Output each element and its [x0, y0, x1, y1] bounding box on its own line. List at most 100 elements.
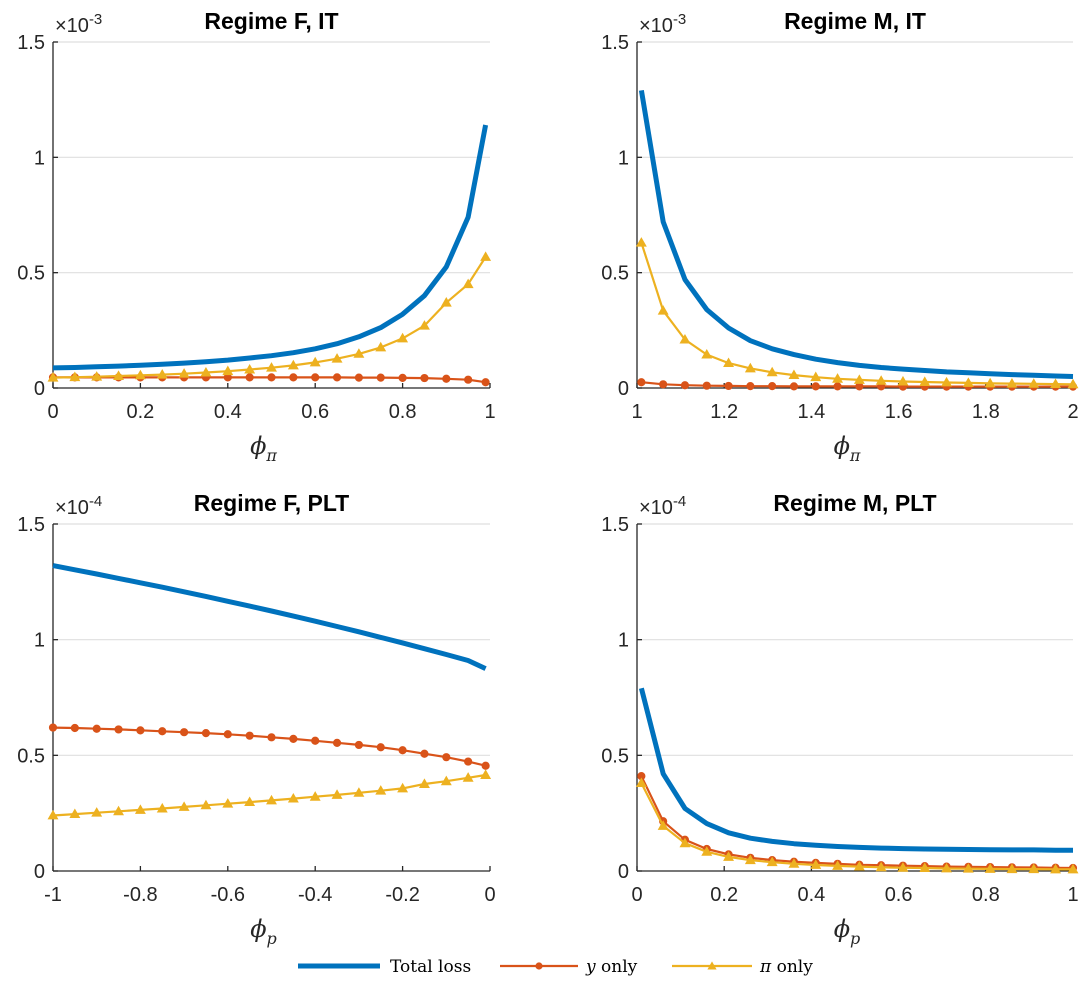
data-point-y [724, 381, 733, 391]
data-point-pi [1050, 378, 1062, 389]
data-point-pi [287, 792, 299, 803]
series-total [52, 563, 487, 671]
data-point-pi [480, 251, 492, 261]
series-pi [635, 237, 1079, 389]
series-pi [635, 777, 1079, 874]
x-tick-label: 0.4 [797, 884, 825, 906]
y-tick-label: 1 [618, 147, 629, 169]
data-point-y [420, 749, 429, 758]
data-point-y [311, 373, 320, 382]
data-point-pi [331, 353, 343, 363]
data-point-y [481, 378, 490, 387]
data-point-y [789, 382, 799, 391]
y-tick-label: 1 [34, 147, 45, 169]
series-pi [47, 769, 492, 820]
data-point-pi [480, 769, 492, 779]
series-line-pi [52, 256, 487, 379]
x-axis-label: ϕπ [834, 432, 861, 465]
data-point-y [114, 725, 123, 734]
data-point-pi [418, 320, 430, 330]
y-tick-label: 1.5 [601, 514, 629, 536]
panel-regime-m-plt: 0 0.2 0.4 0.6 0.8 1 0 0.5 1 1.5 ×10-4 Regime M, PLT… [601, 490, 1078, 948]
x-tick-label: 0.6 [301, 401, 329, 423]
data-point-y [201, 729, 211, 738]
series-total [638, 687, 1073, 853]
y-multiplier: ×10-3 [639, 11, 686, 37]
y-tick-label: 0 [34, 378, 45, 400]
data-point-pi [375, 785, 387, 795]
chart-title: Regime F, IT [204, 8, 338, 34]
data-point-y [702, 381, 711, 390]
data-point-y [398, 746, 407, 755]
data-point-pi [287, 359, 299, 370]
data-point-y [680, 381, 690, 390]
data-point-pi [462, 278, 474, 289]
y-tick-label: 0.5 [17, 263, 45, 285]
data-point-pi [657, 305, 669, 315]
legend-label-pi: π only [759, 957, 813, 977]
series-line-total [638, 89, 1074, 379]
y-tick-label: 0.5 [17, 745, 45, 767]
legend-marker-pi [707, 961, 717, 970]
data-point-y [267, 733, 276, 742]
data-point-pi [635, 777, 647, 788]
panel-regime-m-it: 1 1.2 1.4 1.6 1.8 2 0 0.5 1 1.5 ×10-3 Regime M, IT ϕ… [601, 8, 1078, 465]
data-point-pi [134, 369, 146, 380]
data-point-pi [440, 775, 452, 786]
data-point-pi [723, 851, 735, 861]
data-point-y [158, 727, 167, 736]
data-point-pi [744, 362, 756, 373]
data-point-y [311, 736, 320, 745]
data-point-pi [723, 357, 735, 368]
data-point-pi [679, 333, 691, 344]
data-point-pi [375, 341, 387, 352]
y-multiplier: ×10-4 [639, 493, 686, 519]
data-point-pi [984, 863, 996, 873]
data-point-y [833, 382, 842, 391]
data-point-y [464, 757, 473, 766]
data-point-pi [156, 369, 168, 379]
data-point-pi [178, 368, 190, 378]
series-pi [47, 251, 492, 382]
series-line-pi [640, 782, 1073, 871]
data-point-pi [440, 297, 452, 307]
data-point-pi [1028, 863, 1040, 874]
data-point-y [659, 380, 668, 389]
legend-item-total: Total loss [298, 957, 471, 977]
chart-title: Regime M, IT [784, 8, 926, 34]
data-point-y [420, 373, 429, 383]
data-point-pi [941, 376, 953, 387]
y-tick-label: 0.5 [601, 745, 629, 767]
x-tick-label: -0.4 [298, 884, 332, 906]
legend-label-total: Total loss [390, 957, 471, 977]
x-tick-label: 0.2 [126, 401, 154, 423]
data-point-y [136, 726, 145, 735]
series-y [48, 723, 490, 770]
data-point-y [768, 382, 777, 391]
data-point-pi [1067, 378, 1079, 389]
data-point-pi [222, 798, 234, 808]
data-point-pi [744, 854, 756, 865]
data-point-pi [47, 809, 59, 820]
x-tick-label: 0 [484, 884, 495, 906]
data-point-y [442, 374, 451, 383]
data-point-y [92, 724, 101, 733]
x-tick-label: -0.6 [211, 884, 245, 906]
data-point-pi [1028, 378, 1040, 388]
data-point-pi [200, 799, 212, 810]
x-tick-label: 0.4 [214, 401, 242, 423]
data-point-y [289, 734, 298, 744]
data-point-pi [962, 377, 974, 387]
data-point-pi [47, 372, 59, 382]
data-point-pi [766, 366, 778, 377]
y-tick-label: 1.5 [17, 514, 45, 536]
data-point-pi [810, 859, 822, 869]
data-point-pi [941, 862, 953, 873]
x-tick-label: 1 [1067, 884, 1078, 906]
x-tick-label: 0 [631, 884, 642, 906]
data-point-pi [244, 363, 256, 374]
legend: Total loss y only π only [298, 957, 813, 977]
data-point-pi [1067, 863, 1079, 874]
data-point-y [332, 738, 342, 747]
data-point-pi [266, 362, 277, 372]
